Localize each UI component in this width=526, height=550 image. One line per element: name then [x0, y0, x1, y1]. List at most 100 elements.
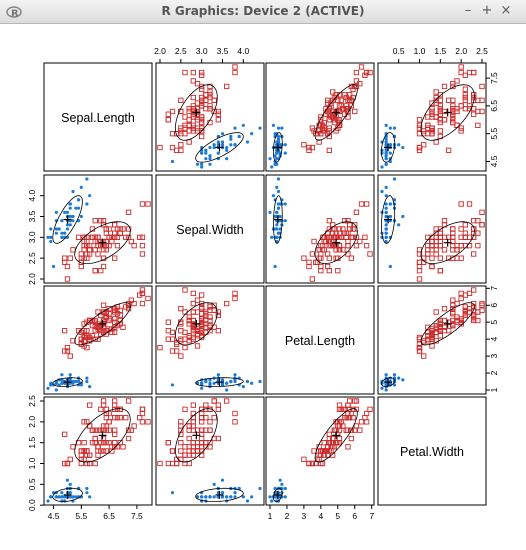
data-point-other [353, 243, 360, 249]
data-point-setosa [220, 378, 225, 382]
data-point-setosa [268, 157, 272, 161]
data-point-other [117, 312, 123, 319]
close-button[interactable]: × [500, 3, 512, 18]
data-point-other [199, 435, 205, 442]
data-point-other [416, 341, 423, 347]
data-point-other [137, 415, 143, 421]
data-point-other [326, 255, 332, 261]
data-point-other [450, 297, 456, 303]
data-point-other [437, 108, 443, 115]
data-point-other [67, 353, 73, 359]
data-point-setosa [388, 202, 392, 206]
data-point-setosa [68, 482, 72, 486]
data-point-setosa [283, 151, 287, 155]
tick-label: 0.5 [393, 46, 405, 56]
data-point-other [190, 78, 196, 84]
data-point-other [224, 300, 230, 307]
data-point-setosa [170, 383, 175, 387]
data-point-other [429, 128, 435, 134]
data-point-other [207, 94, 213, 101]
data-point-setosa [275, 151, 279, 155]
data-point-other [100, 255, 107, 261]
data-point-other [207, 83, 213, 90]
tick-label: 2.0 [27, 416, 37, 428]
data-point-other [199, 292, 205, 298]
data-point-other [338, 97, 344, 103]
data-point-setosa [283, 143, 287, 147]
data-point-other [458, 128, 464, 134]
data-point-other [425, 114, 431, 120]
data-point-setosa [276, 126, 281, 130]
tick-label: 1 [268, 511, 273, 521]
data-point-other [441, 218, 448, 224]
data-point-other [462, 86, 468, 92]
data-point-other [326, 218, 332, 224]
data-point-other [232, 69, 238, 76]
data-point-other [95, 427, 101, 433]
data-point-other [479, 83, 485, 90]
concentration-ellipse [314, 84, 358, 141]
data-point-other [331, 234, 338, 240]
data-point-other [340, 106, 346, 112]
data-point-other [81, 419, 87, 425]
data-point-other [450, 106, 456, 112]
data-point-other [199, 133, 205, 140]
data-point-other [64, 263, 71, 270]
data-point-setosa [216, 151, 220, 155]
maximize-button[interactable]: + [481, 3, 493, 18]
data-point-other [350, 86, 356, 92]
data-point-other [178, 147, 184, 153]
data-point-setosa [278, 227, 282, 231]
data-point-setosa [63, 499, 67, 503]
data-point-setosa [380, 189, 384, 194]
data-point-setosa [225, 145, 229, 150]
data-point-other [450, 114, 456, 120]
data-point-other [123, 234, 129, 240]
tick-label: 6.5 [489, 100, 499, 112]
data-point-setosa [241, 123, 245, 127]
data-point-other [95, 309, 101, 315]
data-point-other [139, 243, 146, 249]
data-point-other [203, 415, 209, 421]
data-point-setosa [384, 148, 388, 152]
data-point-other [190, 290, 196, 297]
data-point-other [343, 427, 349, 433]
data-point-setosa [71, 219, 75, 223]
data-point-setosa [46, 235, 50, 239]
tick-label: 2.5 [476, 46, 488, 56]
data-point-setosa [271, 194, 275, 198]
data-point-other [182, 344, 188, 351]
tick-label: 4.0 [27, 189, 37, 201]
data-point-setosa [63, 495, 67, 499]
data-point-other [139, 300, 146, 307]
data-point-other [62, 255, 68, 261]
data-point-other [186, 423, 192, 429]
data-point-other [78, 336, 84, 342]
data-point-other [341, 230, 348, 236]
data-point-setosa [51, 264, 56, 269]
data-point-setosa [71, 214, 75, 219]
window-titlebar[interactable]: R R Graphics: Device 2 (ACTIVE) – + × [0, 0, 526, 24]
data-point-other [341, 415, 348, 421]
data-point-other [330, 452, 336, 458]
data-point-setosa [276, 231, 281, 235]
data-point-other [471, 94, 477, 101]
data-point-other [112, 316, 118, 322]
data-point-other [433, 326, 439, 332]
data-point-setosa [384, 223, 388, 227]
data-point-other [441, 305, 448, 312]
data-point-other [323, 238, 329, 245]
data-point-other [95, 251, 101, 257]
data-point-other [338, 103, 344, 109]
data-point-other [186, 314, 192, 320]
data-point-setosa [384, 162, 388, 166]
data-point-setosa [268, 495, 272, 499]
minimize-button[interactable]: – [464, 3, 472, 18]
data-point-other [139, 406, 146, 412]
data-point-other [95, 243, 101, 249]
data-point-other [215, 328, 221, 334]
data-point-setosa [88, 385, 92, 389]
data-point-other [92, 322, 98, 329]
data-point-other [114, 415, 121, 421]
data-point-other [178, 440, 184, 446]
